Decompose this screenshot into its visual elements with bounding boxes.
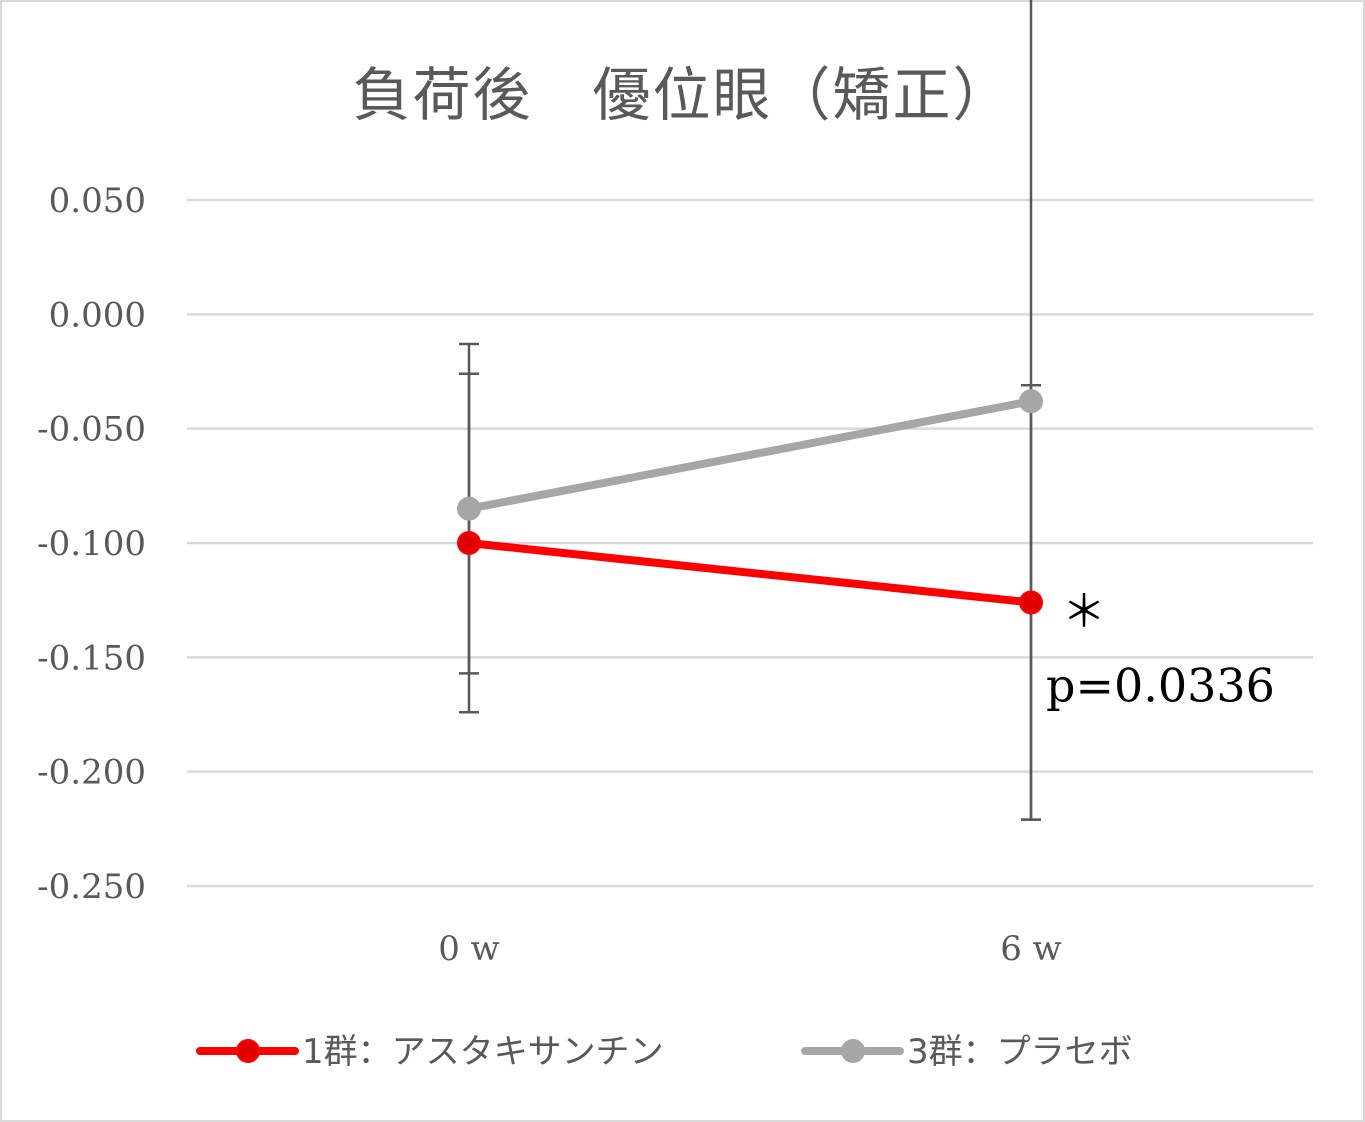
data-point [457, 531, 481, 555]
y-tick-label: -0.150 [37, 638, 146, 678]
y-tick-label: -0.100 [37, 524, 146, 564]
chart-title: 負荷後 優位眼（矯正） [352, 61, 1013, 129]
data-point [1019, 590, 1043, 615]
x-tick-label: 0 w [438, 929, 500, 969]
significance-marker: ＊ [1062, 586, 1106, 637]
y-tick-label: -0.250 [37, 867, 146, 907]
legend-marker [236, 1039, 260, 1063]
y-tick-label: 0.000 [49, 295, 146, 335]
data-point [1019, 389, 1043, 414]
y-tick-label: -0.050 [37, 410, 146, 450]
legend-label: 3群：プラセボ [907, 1032, 1133, 1072]
series-line [465, 397, 1035, 513]
legend-marker [841, 1039, 865, 1063]
series-line [465, 539, 1035, 607]
x-tick-label: 6 w [1000, 929, 1062, 969]
data-point [457, 496, 481, 521]
legend-label: 1群：アスタキサンチン [302, 1032, 664, 1072]
y-tick-label: 0.050 [49, 181, 146, 221]
p-value-label: p=0.0336 [1046, 658, 1275, 712]
y-tick-label: -0.200 [37, 753, 146, 793]
